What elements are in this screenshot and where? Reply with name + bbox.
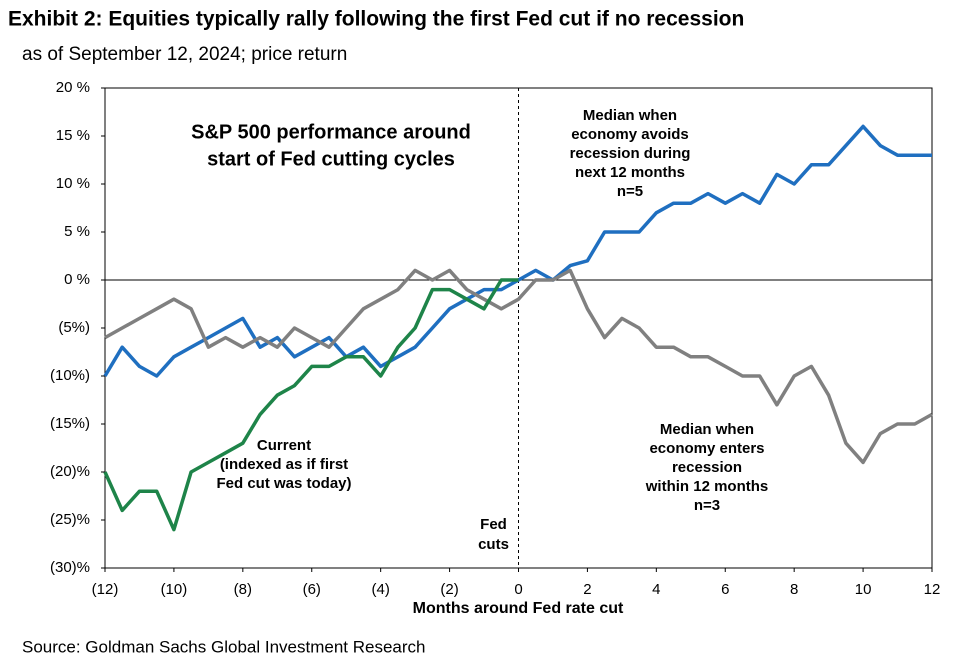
annotation: start of Fed cutting cycles bbox=[207, 148, 455, 170]
annotation: recession bbox=[672, 459, 742, 476]
x-tick-label: 0 bbox=[514, 581, 522, 598]
chart-title: Exhibit 2: Equities typically rally foll… bbox=[8, 8, 744, 31]
x-tick-label: 10 bbox=[855, 581, 872, 598]
x-tick-label: 12 bbox=[924, 581, 941, 598]
annotation: Median when bbox=[660, 421, 754, 438]
annotation: economy enters bbox=[649, 440, 764, 457]
annotation: Median when bbox=[583, 107, 677, 124]
annotation: cuts bbox=[478, 536, 509, 553]
series-line bbox=[103, 278, 519, 532]
x-tick-label: (10) bbox=[161, 581, 188, 598]
annotation: (indexed as if first bbox=[220, 456, 348, 473]
y-tick-label: (10%) bbox=[50, 367, 90, 384]
annotation: n=3 bbox=[694, 497, 720, 514]
y-tick-label: (15%) bbox=[50, 415, 90, 432]
annotation: Fed bbox=[480, 516, 507, 533]
x-tick-label: (6) bbox=[303, 581, 321, 598]
y-tick-label: 20 % bbox=[56, 79, 90, 96]
annotation: Fed cut was today) bbox=[216, 475, 351, 492]
annotation: within 12 months bbox=[645, 478, 769, 495]
x-tick-label: (4) bbox=[371, 581, 389, 598]
chart-subtitle: as of September 12, 2024; price return bbox=[22, 44, 347, 65]
source: Source: Goldman Sachs Global Investment … bbox=[22, 637, 425, 656]
annotation: economy avoids bbox=[571, 126, 689, 143]
x-tick-label: (12) bbox=[92, 581, 119, 598]
y-tick-label: (25)% bbox=[50, 511, 90, 528]
y-tick-label: 0 % bbox=[64, 271, 90, 288]
y-tick-label: 15 % bbox=[56, 127, 90, 144]
annotation: next 12 months bbox=[575, 164, 685, 181]
y-tick-label: 10 % bbox=[56, 175, 90, 192]
x-tick-label: 6 bbox=[721, 581, 729, 598]
y-tick-label: 5 % bbox=[64, 223, 90, 240]
y-tick-label: (30)% bbox=[50, 559, 90, 576]
y-tick-label: (20)% bbox=[50, 463, 90, 480]
x-axis-label: Months around Fed rate cut bbox=[413, 600, 624, 617]
x-tick-label: 4 bbox=[652, 581, 660, 598]
x-tick-label: 8 bbox=[790, 581, 798, 598]
annotation: n=5 bbox=[617, 183, 643, 200]
annotation: S&P 500 performance around bbox=[191, 121, 471, 143]
x-tick-label: (2) bbox=[440, 581, 458, 598]
x-tick-label: 2 bbox=[583, 581, 591, 598]
annotation: Current bbox=[257, 437, 311, 454]
x-tick-label: (8) bbox=[234, 581, 252, 598]
y-tick-label: (5%) bbox=[58, 319, 90, 336]
series-line bbox=[104, 268, 933, 465]
annotation: recession during bbox=[570, 145, 691, 162]
